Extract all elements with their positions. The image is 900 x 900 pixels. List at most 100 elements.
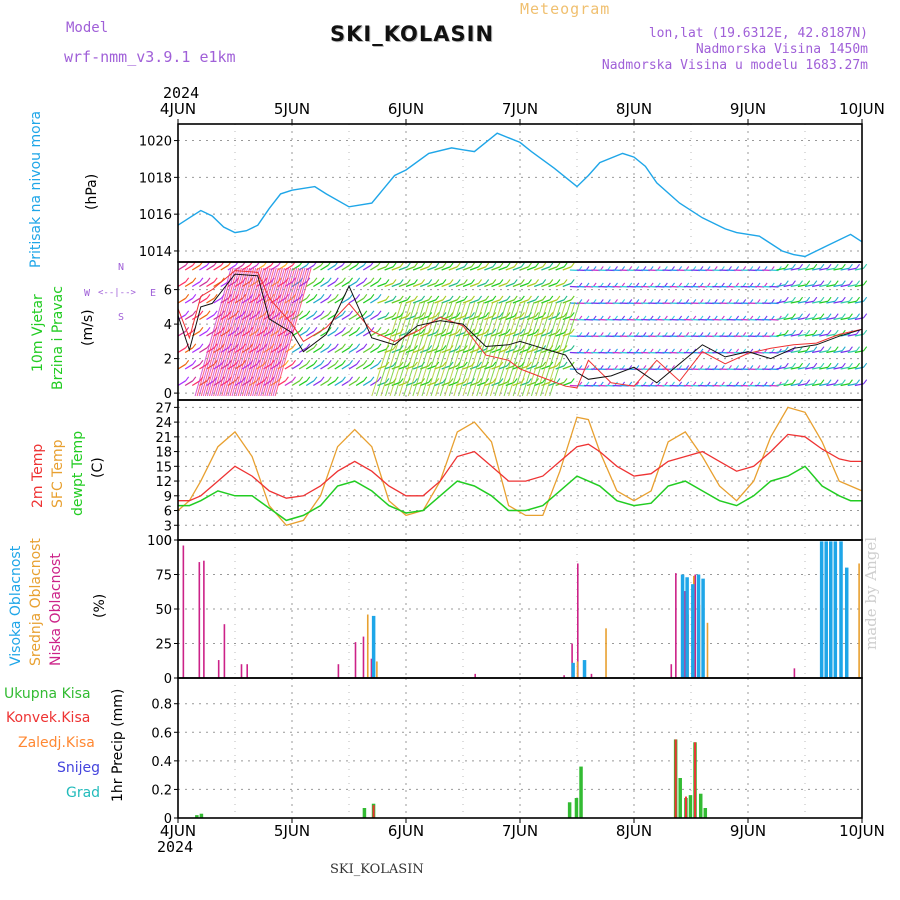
wind-barb [391, 365, 401, 370]
wind-barb-tick [570, 262, 575, 268]
wind-streak [494, 301, 526, 397]
wind-barb [305, 281, 315, 288]
wind-barb [263, 314, 272, 321]
wind-barb [348, 347, 358, 354]
wind-barb [206, 363, 215, 370]
wind-barb [434, 266, 444, 271]
wind-barb-tick [520, 345, 525, 350]
wind-barb [348, 297, 358, 304]
wind-barb [491, 381, 501, 387]
wind-barb-tick [834, 379, 839, 385]
wind-barb-tick [478, 378, 483, 383]
wind-barb-tick [349, 293, 353, 299]
y-tick-label: 12 [155, 475, 172, 490]
wind-barb [355, 380, 365, 387]
wind-barb-tick [313, 343, 318, 349]
wind-barb [334, 363, 343, 370]
wind-barb [826, 350, 836, 354]
wind-streak [448, 301, 480, 397]
wind-barb [826, 333, 836, 337]
wind-barb-tick [863, 296, 868, 302]
high-cloud-bar [571, 662, 575, 678]
station-title: SKI_KOLASIN [330, 22, 495, 46]
wind-barb [199, 297, 208, 304]
wind-barb [291, 380, 301, 387]
wind-barb-tick [570, 279, 575, 284]
wind-barb-tick [506, 345, 511, 350]
wind-barb-tick [528, 345, 532, 350]
wind-barb [776, 317, 786, 321]
wind-barb [562, 381, 572, 387]
wind-barb-tick [349, 277, 353, 283]
wind-barb-tick [784, 313, 789, 319]
wind-barb [519, 266, 529, 271]
wind-barb-tick [506, 279, 511, 284]
wind-barb [783, 284, 793, 288]
wind-barb [234, 363, 244, 370]
y-tick-label: 9 [164, 490, 172, 505]
low-cloud-bar [198, 562, 201, 678]
wind-barb [199, 330, 208, 337]
wind-barb-tick [385, 328, 390, 334]
wind-streak [250, 267, 287, 397]
wind-streak [540, 301, 571, 397]
wind-barb-tick [428, 345, 433, 350]
wind-barb [220, 314, 229, 321]
wind-barb [220, 363, 229, 370]
wind-barb-tick [428, 328, 433, 334]
wind-barb-tick [563, 295, 568, 301]
wind-barb [348, 363, 358, 370]
wind-barb-tick [799, 362, 804, 368]
wind-barb-tick [792, 362, 796, 368]
low-cloud-bar [354, 642, 357, 678]
x-tick-label-bottom: 5JUN [274, 822, 310, 840]
wind-barb-tick [385, 312, 390, 317]
wind-barb-tick [213, 293, 218, 299]
wind-barb [790, 350, 800, 354]
wind-streak [227, 267, 265, 397]
wind-barb-tick [349, 359, 353, 365]
wind-barb [256, 297, 265, 304]
wind-barb [840, 383, 850, 387]
wind-barb [227, 347, 236, 354]
wind-barb-tick [827, 329, 832, 335]
wind-barb [213, 347, 222, 354]
low-cloud-bar [684, 591, 686, 678]
wind-barb-tick [813, 263, 818, 269]
mid-cloud-bar [576, 661, 579, 678]
wind-barb-tick [863, 280, 868, 286]
wind-streak [371, 301, 403, 397]
low-cloud-bar [474, 673, 476, 678]
wind-barb [434, 282, 444, 288]
wind-barb-tick [284, 359, 289, 365]
wind-barb [348, 281, 358, 288]
wind-barb-tick [849, 346, 853, 352]
wind-barb-tick [792, 313, 796, 319]
wind-barb [398, 299, 408, 304]
wind-barb [505, 299, 515, 304]
wind-barb-tick [463, 361, 468, 367]
wind-barb [362, 363, 372, 370]
wind-barb [341, 363, 350, 370]
wind-barb-tick [377, 359, 382, 365]
wind-barb [526, 381, 536, 387]
wind-barb-tick [327, 376, 332, 382]
wind-barb [256, 347, 265, 354]
wind-barb [362, 281, 372, 288]
wind-barb [191, 297, 201, 304]
wind-streak [462, 301, 494, 397]
wind-barb-tick [841, 346, 846, 352]
wind-barb-tick [456, 279, 461, 284]
wind-barb-tick [299, 326, 304, 332]
wind-barb-tick [327, 293, 332, 299]
wind-barb [420, 299, 429, 304]
wind-streak [453, 301, 485, 397]
wind-barb-tick [449, 279, 454, 284]
wind-barb [313, 380, 322, 387]
wind-streak [430, 301, 462, 397]
wind-barb-tick [399, 262, 404, 268]
wind-barb [227, 281, 236, 288]
wind-barb-tick [849, 296, 853, 302]
wind-streak [394, 301, 426, 397]
wind-barb-tick [513, 262, 518, 268]
